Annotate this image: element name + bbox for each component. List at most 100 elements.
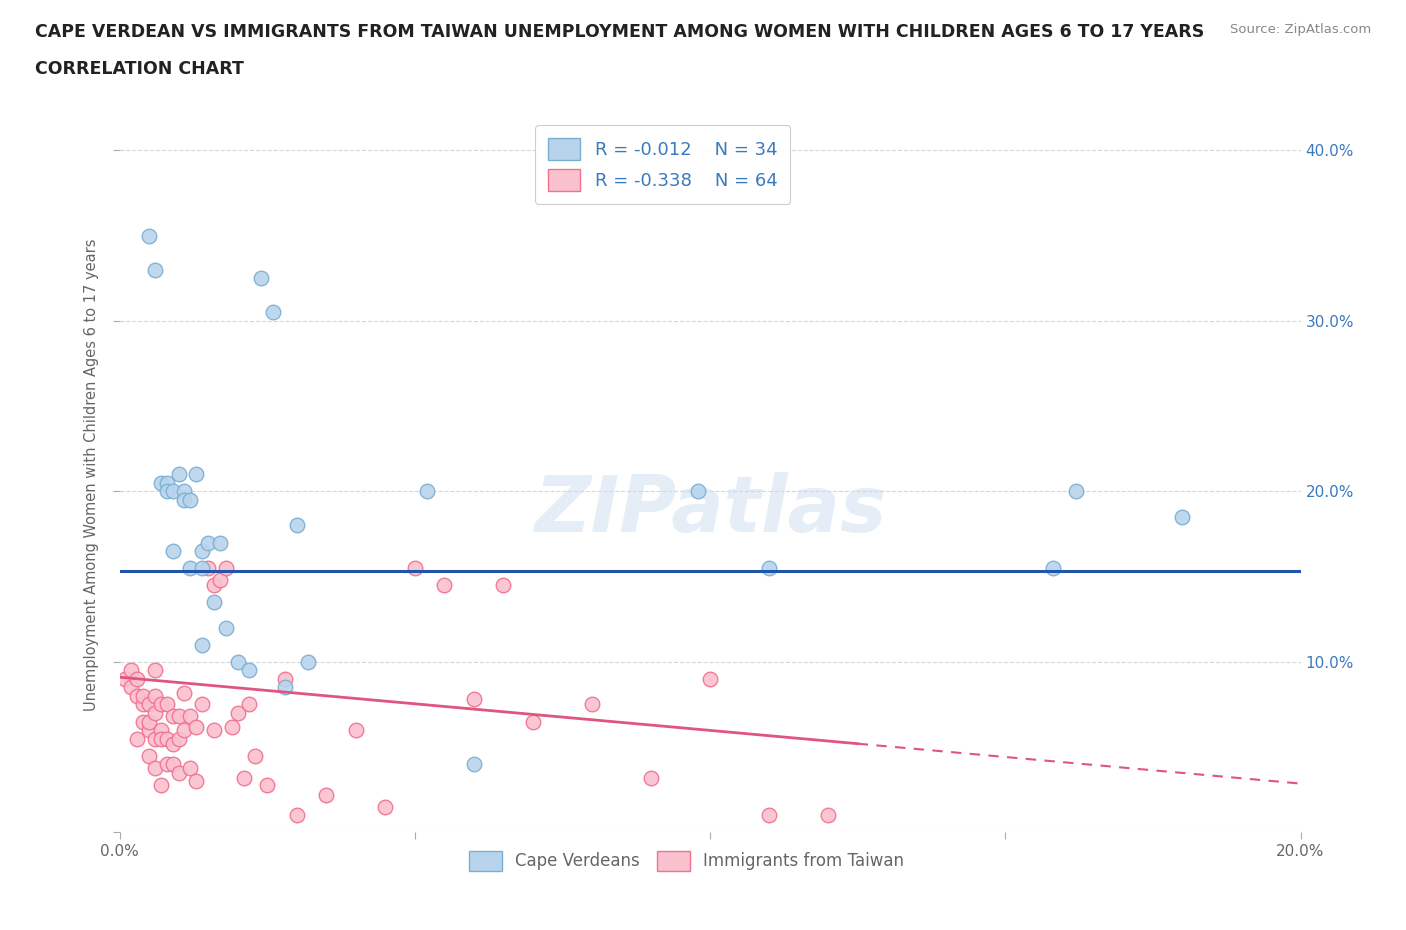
Point (581, 698, 603, 712)
Point (274, 680, 297, 695)
Point (167, 765, 190, 780)
Point (221, 719, 243, 734)
Point (162, 757, 184, 772)
Point (132, 714, 155, 729)
Point (179, 493, 201, 508)
Point (262, 305, 284, 320)
Point (256, 777, 278, 792)
Point (274, 671, 297, 686)
Text: CAPE VERDEAN VS IMMIGRANTS FROM TAIWAN UNEMPLOYMENT AMONG WOMEN WITH CHILDREN AG: CAPE VERDEAN VS IMMIGRANTS FROM TAIWAN U… (35, 23, 1205, 41)
Point (202, 723, 225, 737)
Point (173, 685, 195, 700)
Point (143, 760, 166, 775)
Point (167, 467, 190, 482)
Point (173, 723, 195, 737)
Point (699, 671, 721, 686)
Point (149, 475, 172, 490)
Point (297, 655, 319, 670)
Point (143, 688, 166, 703)
Point (522, 714, 544, 729)
Point (226, 706, 249, 721)
Point (232, 770, 254, 785)
Point (191, 543, 214, 558)
Point (120, 663, 142, 678)
Point (197, 535, 219, 550)
Point (156, 475, 179, 490)
Point (138, 748, 160, 763)
Point (817, 808, 839, 823)
Point (197, 561, 219, 576)
Point (138, 714, 160, 729)
Point (208, 573, 231, 588)
Point (285, 808, 308, 823)
Point (167, 709, 190, 724)
Point (191, 637, 214, 652)
Point (415, 484, 437, 498)
Point (179, 760, 201, 775)
Text: ZIPatlas: ZIPatlas (534, 472, 886, 548)
Point (114, 671, 136, 686)
Point (149, 723, 172, 737)
Point (226, 655, 249, 670)
Point (127, 688, 149, 703)
Point (162, 543, 184, 558)
Point (162, 709, 184, 724)
Point (156, 698, 179, 712)
Point (238, 698, 260, 712)
Point (149, 777, 172, 792)
Point (149, 698, 172, 712)
Point (758, 561, 780, 576)
Point (162, 737, 184, 751)
Point (138, 723, 160, 737)
Point (127, 731, 149, 746)
Point (463, 692, 485, 707)
Point (202, 578, 225, 592)
Point (215, 620, 238, 635)
Point (138, 698, 160, 712)
Point (186, 467, 208, 482)
Point (688, 484, 710, 498)
Legend: Cape Verdeans, Immigrants from Taiwan: Cape Verdeans, Immigrants from Taiwan (461, 844, 911, 878)
Point (149, 731, 172, 746)
Point (143, 262, 166, 277)
Text: Source: ZipAtlas.com: Source: ZipAtlas.com (1230, 23, 1371, 36)
Text: CORRELATION CHART: CORRELATION CHART (35, 60, 245, 78)
Point (120, 680, 142, 695)
Point (156, 731, 179, 746)
Point (315, 788, 337, 803)
Point (179, 561, 201, 576)
Point (758, 808, 780, 823)
Point (132, 698, 155, 712)
Point (156, 757, 179, 772)
Point (143, 663, 166, 678)
Point (191, 698, 214, 712)
Point (374, 800, 396, 815)
Point (143, 706, 166, 721)
Point (186, 774, 208, 789)
Point (1042, 561, 1064, 576)
Point (127, 671, 149, 686)
Point (162, 484, 184, 498)
Point (215, 561, 238, 576)
Point (138, 228, 160, 243)
Point (238, 663, 260, 678)
Point (404, 561, 426, 576)
Point (250, 271, 273, 286)
Point (463, 757, 485, 772)
Y-axis label: Unemployment Among Women with Children Ages 6 to 17 years: Unemployment Among Women with Children A… (84, 238, 100, 711)
Point (1171, 510, 1194, 525)
Point (492, 578, 515, 592)
Point (173, 484, 195, 498)
Point (173, 493, 195, 508)
Point (179, 709, 201, 724)
Point (208, 535, 231, 550)
Point (433, 578, 456, 592)
Point (143, 731, 166, 746)
Point (1064, 484, 1087, 498)
Point (186, 719, 208, 734)
Point (156, 484, 179, 498)
Point (191, 561, 214, 576)
Point (640, 770, 662, 785)
Point (245, 748, 267, 763)
Point (202, 595, 225, 610)
